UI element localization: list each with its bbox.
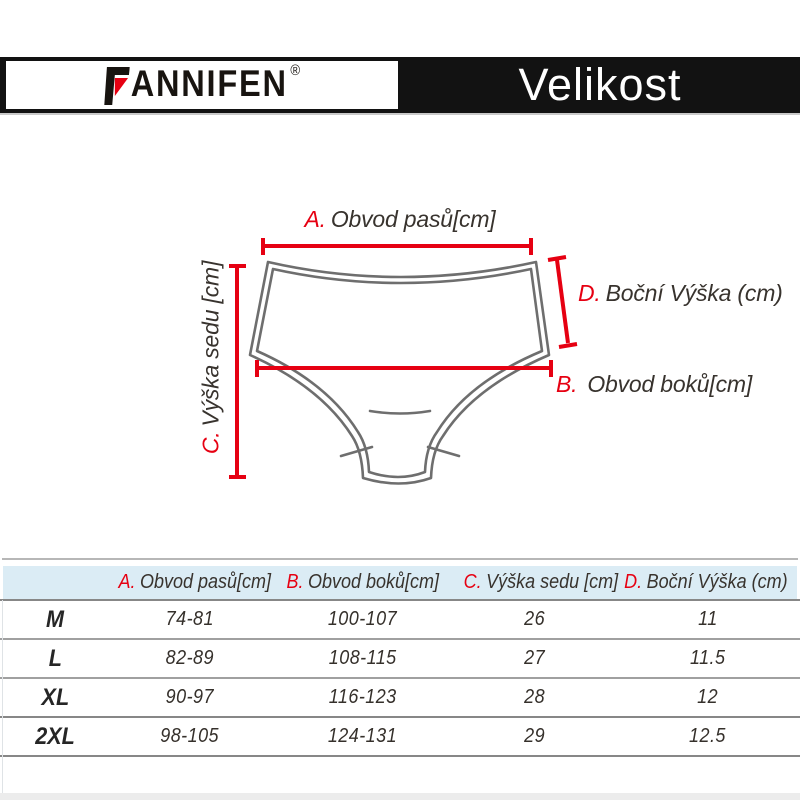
- waist-value: 82-89: [165, 647, 215, 669]
- hip-value: 108-115: [328, 647, 397, 669]
- side-value: 12.5: [689, 725, 726, 747]
- label-d-text: Boční Výška (cm): [605, 280, 783, 306]
- side-value: 11: [697, 608, 718, 630]
- size-label: L: [48, 644, 62, 672]
- label-a-text: Obvod pasů[cm]: [330, 206, 496, 232]
- size-label: 2XL: [35, 722, 75, 750]
- diagram-label-waist: A. Obvod pasů[cm]: [0, 206, 800, 233]
- label-d-letter: D.: [578, 280, 601, 306]
- side-value: 12: [697, 686, 718, 708]
- waist-value: 98-105: [160, 725, 220, 747]
- header-bar-shadow: [0, 113, 800, 115]
- table-header-row: A. Obvod pasů[cm] B. Obvod boků[cm] C. Výšk…: [3, 566, 797, 599]
- table-top-border: [2, 558, 798, 560]
- label-a-letter: A.: [304, 206, 326, 232]
- table-row-2xl: 2XL 98-105 124-131 29 12.5: [0, 717, 800, 756]
- table-divider: [0, 599, 800, 601]
- hip-value: 116-123: [328, 686, 397, 708]
- measurement-lines: [229, 238, 578, 479]
- label-b-text: Obvod boků[cm]: [587, 371, 753, 397]
- hip-value: 100-107: [327, 608, 398, 630]
- brand-logo: ANNIFEN ®: [6, 61, 398, 109]
- brand-f-mark-icon: [104, 67, 131, 105]
- table-divider: [0, 677, 800, 679]
- table-header-hip: B. Obvod boků[cm]: [286, 571, 439, 593]
- waist-value: 74-81: [165, 608, 215, 630]
- waist-value: 90-97: [165, 686, 215, 708]
- diagram-label-hip: B. Obvod boků[cm]: [556, 371, 752, 398]
- table-divider: [0, 638, 800, 640]
- diagram-label-side-height: D. Boční Výška (cm): [578, 280, 783, 307]
- seat-value: 26: [524, 608, 546, 630]
- seat-value: 27: [524, 647, 546, 669]
- diagram-label-seat-height: C. Výška sedu [cm]: [198, 258, 225, 458]
- hip-value: 124-131: [327, 725, 398, 747]
- table-header-side: D. Boční Výška (cm): [624, 571, 788, 593]
- label-c-text: Výška sedu [cm]: [197, 260, 224, 427]
- table-row-l: L 82-89 108-115 27 11.5: [0, 639, 800, 678]
- page-title: Velikost: [518, 59, 682, 110]
- underwear-outline: [248, 260, 551, 485]
- seat-value: 28: [524, 686, 546, 708]
- table-header-seat: C. Výška sedu [cm]: [463, 571, 619, 593]
- registered-mark: ®: [290, 62, 301, 79]
- seat-value: 29: [524, 725, 546, 747]
- table-divider: [0, 716, 800, 718]
- label-b-letter: B.: [556, 371, 578, 397]
- size-label: M: [46, 605, 64, 633]
- brand-logo-inner: ANNIFEN ®: [104, 62, 301, 106]
- table-left-edge: [2, 600, 3, 793]
- page-bottom-strip: [0, 793, 800, 800]
- side-value: 11.5: [689, 647, 726, 669]
- table-row-xl: XL 90-97 116-123 28 12: [0, 678, 800, 717]
- size-label: XL: [41, 683, 69, 711]
- table-row-m: M 74-81 100-107 26 11: [0, 600, 800, 639]
- label-c-letter: C.: [197, 431, 224, 455]
- table-header-waist: A. Obvod pasů[cm]: [118, 571, 272, 593]
- table-divider: [0, 755, 800, 757]
- brand-name: ANNIFEN: [130, 63, 288, 104]
